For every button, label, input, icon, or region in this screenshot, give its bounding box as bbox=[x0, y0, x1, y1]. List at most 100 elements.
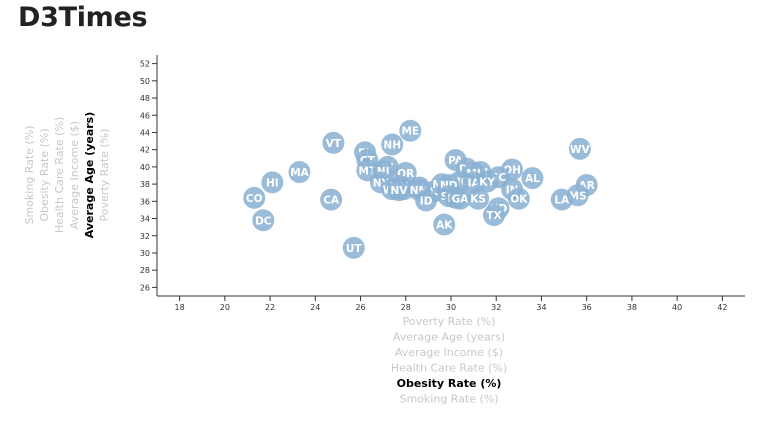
state-point[interactable]: HI bbox=[261, 171, 284, 194]
x-axis-option[interactable]: Average Age (years) bbox=[393, 331, 505, 344]
x-tick-label: 24 bbox=[310, 303, 320, 312]
state-marker[interactable] bbox=[433, 213, 456, 236]
x-axis-option[interactable]: Poverty Rate (%) bbox=[403, 315, 496, 328]
state-marker[interactable] bbox=[252, 209, 275, 232]
state-point[interactable]: AL bbox=[521, 167, 544, 190]
x-tick-label: 18 bbox=[175, 303, 185, 312]
state-abbr-label: DC bbox=[255, 215, 272, 227]
state-point[interactable]: CO bbox=[243, 186, 266, 209]
state-abbr-label: MS bbox=[569, 190, 587, 202]
x-axis-option[interactable]: Average Income ($) bbox=[395, 346, 503, 359]
y-axis-option[interactable]: Obesity Rate (%) bbox=[38, 128, 51, 221]
x-tick-label: 34 bbox=[536, 303, 546, 312]
state-abbr-label: CA bbox=[323, 195, 340, 207]
state-marker[interactable] bbox=[521, 167, 544, 190]
state-point[interactable]: ID bbox=[415, 189, 438, 212]
y-axis-option[interactable]: Health Care Rate (%) bbox=[53, 117, 66, 233]
y-tick-label: 30 bbox=[140, 249, 150, 258]
state-abbr-label: AK bbox=[436, 220, 453, 232]
y-axis-options: Smoking Rate (%) Obesity Rate (%) Health C… bbox=[23, 112, 111, 239]
state-abbr-label: UT bbox=[346, 243, 363, 255]
x-axis-option[interactable]: Health Care Rate (%) bbox=[391, 362, 507, 375]
state-marker[interactable] bbox=[322, 131, 345, 154]
x-tick-label: 22 bbox=[265, 303, 275, 312]
state-marker[interactable] bbox=[243, 186, 266, 209]
state-point[interactable]: NV bbox=[387, 179, 410, 202]
x-axis: 18 20 22 24 26 28 30 32 34 36 38 40 42 bbox=[157, 295, 745, 312]
state-abbr-label: GA bbox=[452, 194, 470, 206]
state-marker[interactable] bbox=[467, 187, 490, 210]
state-point[interactable]: UT bbox=[342, 236, 365, 259]
state-abbr-label: MT bbox=[359, 165, 377, 177]
y-tick-label: 46 bbox=[140, 111, 150, 120]
state-abbr-label: WV bbox=[570, 144, 591, 156]
state-point[interactable]: LA bbox=[550, 188, 573, 211]
x-axis-options: Poverty Rate (%) Average Age (years) Avera… bbox=[391, 315, 507, 406]
y-tick-label: 40 bbox=[140, 163, 150, 172]
state-abbr-label: NV bbox=[391, 185, 409, 197]
x-tick-label: 40 bbox=[672, 303, 682, 312]
state-abbr-label: CO bbox=[246, 193, 263, 205]
state-abbr-label: OK bbox=[510, 194, 528, 206]
y-axis-option[interactable]: Average Income ($) bbox=[68, 121, 81, 229]
x-tick-label: 36 bbox=[582, 303, 592, 312]
state-marker[interactable] bbox=[387, 179, 410, 202]
state-marker[interactable] bbox=[381, 133, 404, 156]
x-tick-label: 28 bbox=[401, 303, 411, 312]
y-axis: 26 28 30 32 34 36 38 40 42 44 46 48 50 52 bbox=[140, 55, 158, 296]
y-tick-label: 34 bbox=[140, 215, 150, 224]
y-tick-label: 32 bbox=[140, 232, 150, 241]
state-abbr-label: VT bbox=[326, 138, 342, 150]
state-abbr-label: NH bbox=[383, 140, 401, 152]
state-point[interactable]: KS bbox=[467, 187, 490, 210]
x-axis-option[interactable]: Obesity Rate (%) bbox=[397, 377, 502, 390]
x-tick-label: 38 bbox=[627, 303, 637, 312]
state-abbr-label: MA bbox=[290, 167, 309, 179]
y-tick-label: 28 bbox=[140, 266, 150, 275]
x-axis-option[interactable]: Smoking Rate (%) bbox=[399, 393, 498, 406]
state-marker[interactable] bbox=[568, 137, 591, 160]
y-tick-label: 38 bbox=[140, 180, 150, 189]
state-marker[interactable] bbox=[261, 171, 284, 194]
x-tick-label: 20 bbox=[220, 303, 230, 312]
state-point[interactable]: DC bbox=[252, 209, 275, 232]
state-marker[interactable] bbox=[482, 204, 505, 227]
state-point[interactable]: WV bbox=[568, 137, 591, 160]
y-tick-label: 50 bbox=[140, 77, 150, 86]
state-abbr-label: KY bbox=[479, 177, 495, 189]
y-axis-option[interactable]: Poverty Rate (%) bbox=[98, 129, 111, 222]
y-axis-option[interactable]: Smoking Rate (%) bbox=[23, 125, 36, 224]
state-point[interactable]: TX bbox=[482, 204, 505, 227]
state-abbr-label: LA bbox=[554, 195, 570, 207]
state-marker[interactable] bbox=[449, 187, 472, 210]
y-axis-option[interactable]: Average Age (years) bbox=[83, 112, 96, 239]
state-marker[interactable] bbox=[320, 188, 343, 211]
state-abbr-label: HI bbox=[266, 177, 279, 189]
state-point[interactable]: KY bbox=[476, 170, 499, 193]
state-marker[interactable] bbox=[550, 188, 573, 211]
state-point[interactable]: OK bbox=[507, 187, 530, 210]
state-marker[interactable] bbox=[288, 161, 311, 184]
x-tick-label: 30 bbox=[446, 303, 456, 312]
state-point[interactable]: NH bbox=[381, 133, 404, 156]
state-point[interactable]: VT bbox=[322, 131, 345, 154]
state-marker[interactable] bbox=[399, 119, 422, 142]
x-tick-label: 32 bbox=[491, 303, 501, 312]
state-point[interactable]: GA bbox=[449, 187, 472, 210]
state-point[interactable]: ME bbox=[399, 119, 422, 142]
state-point[interactable]: MA bbox=[288, 161, 311, 184]
state-marker[interactable] bbox=[342, 236, 365, 259]
state-marker[interactable] bbox=[507, 187, 530, 210]
state-point[interactable]: AK bbox=[433, 213, 456, 236]
state-marker[interactable] bbox=[415, 189, 438, 212]
state-abbr-label: KS bbox=[470, 194, 486, 206]
y-tick-label: 52 bbox=[140, 60, 150, 69]
data-points: MEVTNHWVFLPACTRIDEOHMAMTORWINJSCMIALHINY… bbox=[243, 119, 598, 259]
state-point[interactable]: CA bbox=[320, 188, 343, 211]
state-abbr-label: AL bbox=[525, 173, 540, 185]
state-marker[interactable] bbox=[476, 170, 499, 193]
state-abbr-label: ID bbox=[420, 195, 433, 207]
y-tick-label: 48 bbox=[140, 94, 150, 103]
x-tick-label: 42 bbox=[717, 303, 727, 312]
